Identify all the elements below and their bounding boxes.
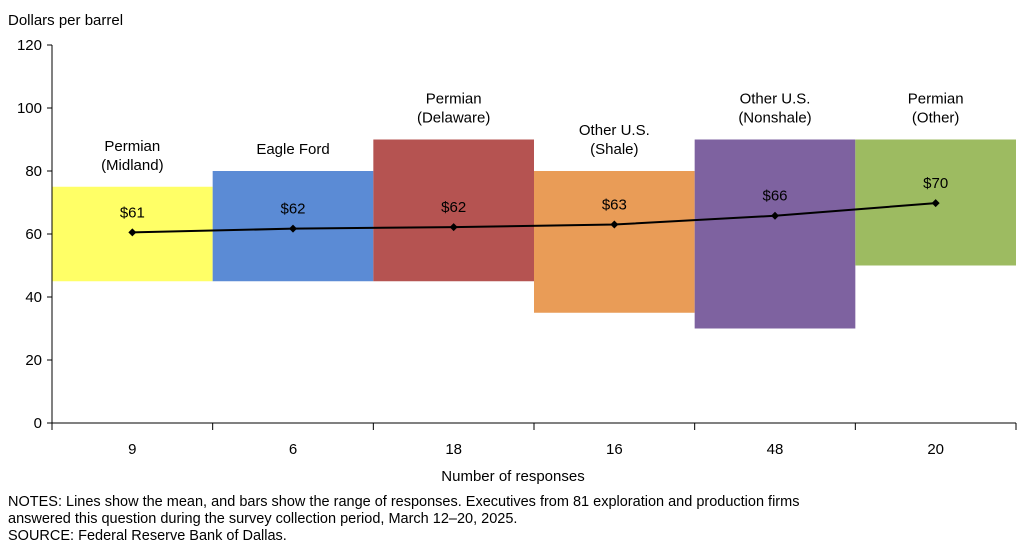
category-label-4-line-1: (Nonshale) <box>738 110 811 127</box>
y-tick-label-0: 0 <box>34 415 42 432</box>
y-tick-label-20: 20 <box>25 352 42 369</box>
x-tick-label-1: 6 <box>289 441 297 458</box>
y-axis-label: Dollars per barrel <box>8 12 123 29</box>
category-label-5-line-1: (Other) <box>912 110 960 127</box>
notes-line-2: answered this question during the survey… <box>8 511 518 527</box>
mean-label-2: $62 <box>441 199 466 216</box>
x-tick-label-5: 20 <box>927 441 944 458</box>
mean-marker-1 <box>289 224 297 233</box>
mean-marker-2 <box>449 223 458 232</box>
range-bar-3 <box>534 171 695 313</box>
source-line: SOURCE: Federal Reserve Bank of Dallas. <box>8 528 287 544</box>
category-label-5-line-0: Permian <box>908 91 964 108</box>
category-label-0-line-0: Permian <box>104 138 160 155</box>
category-label-0-line-1: (Midland) <box>101 157 164 174</box>
y-tick-label-120: 120 <box>17 37 42 54</box>
category-label-5: Permian (Other) <box>908 91 964 127</box>
y-tick-label-60: 60 <box>25 226 42 243</box>
category-label-3: Other U.S. (Shale) <box>579 122 650 158</box>
mean-label-5: $70 <box>923 175 948 192</box>
mean-marker-5 <box>931 199 940 208</box>
x-axis-label: Number of responses <box>441 468 584 485</box>
y-tick-label-100: 100 <box>17 100 42 117</box>
range-bar-4 <box>694 139 856 329</box>
mean-label-1: $62 <box>280 201 305 218</box>
x-tick-label-3: 16 <box>606 441 623 458</box>
category-label-3-line-0: Other U.S. <box>579 122 650 139</box>
category-label-4-line-0: Other U.S. <box>740 91 811 108</box>
category-label-2: Permian (Delaware) <box>417 91 490 127</box>
mean-marker-3 <box>610 220 619 229</box>
category-label-2-line-0: Permian <box>426 91 482 108</box>
category-label-4: Other U.S. (Nonshale) <box>738 91 811 127</box>
mean-label-3: $63 <box>602 197 627 214</box>
category-label-3-line-1: (Shale) <box>590 141 638 158</box>
notes-line-1: NOTES: Lines show the mean, and bars sho… <box>8 494 800 510</box>
mean-marker-4 <box>771 211 779 220</box>
range-bar-2 <box>373 139 534 282</box>
x-tick-label-4: 48 <box>767 441 784 458</box>
mean-label-4: $66 <box>762 188 787 205</box>
x-tick-label-2: 18 <box>445 441 462 458</box>
category-label-0: Permian (Midland) <box>101 138 164 174</box>
y-tick-label-80: 80 <box>25 163 42 180</box>
category-label-1: Eagle Ford <box>256 141 329 158</box>
mean-label-0: $61 <box>120 204 145 221</box>
y-tick-label-40: 40 <box>25 289 42 306</box>
category-label-2-line-1: (Delaware) <box>417 110 490 127</box>
mean-marker-0 <box>128 228 137 237</box>
notes: NOTES: Lines show the mean, and bars sho… <box>8 494 1008 545</box>
category-label-1-line-0: Eagle Ford <box>256 141 329 158</box>
x-tick-label-0: 9 <box>128 441 136 458</box>
mean-line <box>132 202 936 234</box>
